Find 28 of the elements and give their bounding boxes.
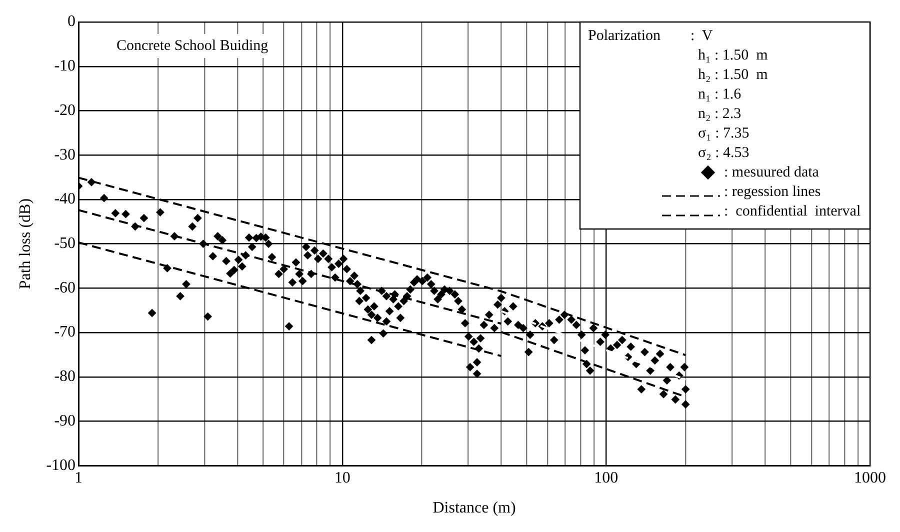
legend-label: : regession lines [724, 184, 821, 200]
y-tick-label: -80 [54, 368, 76, 386]
x-axis-title: Distance (m) [432, 500, 516, 517]
y-tick-label: 0 [68, 13, 76, 30]
x-tick-label: 10 [334, 469, 350, 486]
y-tick-label: -100 [46, 456, 76, 474]
y-tick-label: -40 [54, 190, 76, 208]
x-tick-label: 1 [74, 469, 83, 486]
legend-label: : mesuured data [724, 164, 820, 180]
y-tick-label: -30 [54, 146, 76, 164]
y-axis-title: Path loss (dB) [16, 198, 34, 290]
y-tick-label: -50 [54, 235, 76, 252]
annotation: h₁ : 1.50 m [698, 47, 768, 64]
annotation: Polarization : V [588, 28, 713, 44]
y-tick-label: -90 [54, 412, 76, 430]
annotation: n₂ : 2.3 [698, 106, 742, 122]
annotation: n₁ : 1.6 [698, 86, 742, 102]
annotation: h₂ : 1.50 m [698, 66, 768, 83]
annotation: Concrete School Buiding [116, 38, 269, 54]
y-tick-label: -70 [54, 324, 76, 341]
annotation: σ₁ : 7.35 [698, 125, 750, 142]
annotation: σ₂ : 4.53 [698, 144, 750, 161]
legend-label: : confidential interval [724, 203, 861, 220]
x-tick-label: 100 [594, 469, 618, 486]
x-tick-label: 1000 [854, 469, 886, 486]
y-tick-label: -20 [54, 102, 76, 119]
y-tick-label: -60 [54, 279, 76, 296]
y-tick-label: -10 [54, 58, 76, 75]
